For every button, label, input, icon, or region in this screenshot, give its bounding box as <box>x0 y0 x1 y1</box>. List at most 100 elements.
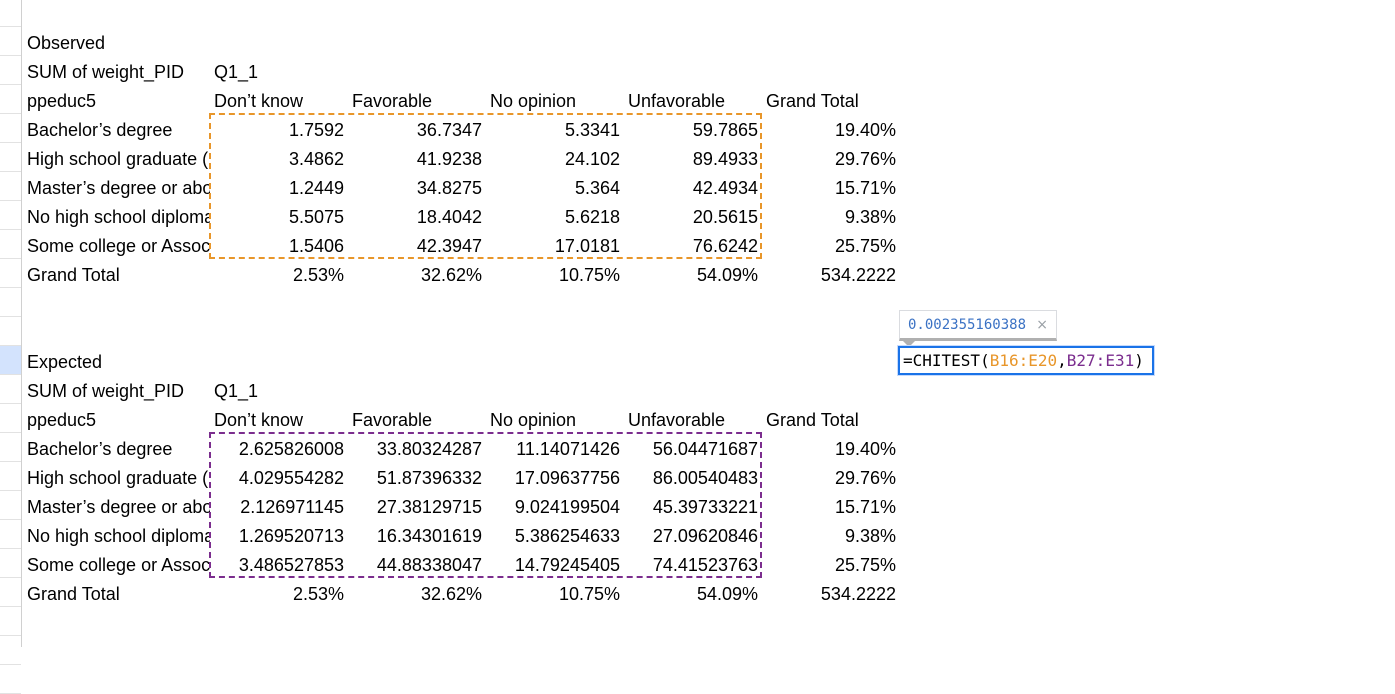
observed-value-cell[interactable]: 34.8275 <box>416 178 482 198</box>
expected-value-cell[interactable]: 2.625826008 <box>238 439 344 459</box>
observed-value-cell[interactable]: 29.76% <box>834 149 896 169</box>
observed-row-label[interactable]: Master’s degree or abo <box>27 178 210 198</box>
expected-row-label[interactable]: Master’s degree or abo <box>27 497 210 517</box>
expected-value-cell[interactable]: 9.024199504 <box>514 497 620 517</box>
observed-value-cell[interactable]: 25.75% <box>834 236 896 256</box>
expected-value-cell[interactable]: 14.79245405 <box>514 555 620 575</box>
observed-value-cell[interactable]: 76.6242 <box>692 236 758 256</box>
expected-column-header[interactable]: Grand Total <box>766 410 859 430</box>
expected-column-header[interactable]: ppeduc5 <box>27 410 97 430</box>
expected-value-cell[interactable]: 2.126971145 <box>240 497 344 517</box>
observed-value-cell[interactable]: 59.7865 <box>692 120 758 140</box>
row-header[interactable] <box>0 143 21 172</box>
expected-column-header[interactable]: Don’t know <box>214 410 304 430</box>
observed-column-header[interactable]: Unfavorable <box>628 91 726 111</box>
row-header[interactable] <box>0 404 21 433</box>
close-icon[interactable]: × <box>1036 317 1048 333</box>
row-header[interactable] <box>0 259 21 288</box>
observed-value-cell[interactable]: 24.102 <box>564 149 620 169</box>
expected-value-cell[interactable]: 19.40% <box>834 439 896 459</box>
observed-value-cell[interactable]: 5.5075 <box>288 207 344 227</box>
expected-value-cell[interactable]: 86.00540483 <box>652 468 758 488</box>
row-header[interactable] <box>0 375 21 404</box>
observed-pivot-column-field[interactable]: Q1_1 <box>214 62 259 82</box>
expected-value-cell[interactable]: 17.09637756 <box>514 468 620 488</box>
expected-column-header[interactable]: Unfavorable <box>628 410 726 430</box>
observed-grand-total-cell[interactable]: 2.53% <box>292 265 344 285</box>
expected-pivot-column-field[interactable]: Q1_1 <box>214 381 259 401</box>
observed-value-cell[interactable]: 5.3341 <box>564 120 620 140</box>
expected-value-cell[interactable]: 11.14071426 <box>516 439 620 459</box>
expected-value-cell[interactable]: 9.38% <box>844 526 896 546</box>
observed-grand-total-cell[interactable]: 32.62% <box>420 265 482 285</box>
observed-row-label[interactable]: Some college or Assoc <box>27 236 210 256</box>
observed-value-cell[interactable]: 41.9238 <box>416 149 482 169</box>
observed-value-cell[interactable]: 42.3947 <box>416 236 482 256</box>
observed-row-label[interactable]: Bachelor’s degree <box>27 120 173 140</box>
expected-row-label[interactable]: No high school diploma <box>27 526 210 546</box>
observed-value-cell[interactable]: 15.71% <box>834 178 896 198</box>
expected-section-label[interactable]: Expected <box>27 352 103 372</box>
row-header[interactable] <box>0 27 21 56</box>
row-header[interactable] <box>0 636 21 665</box>
observed-grand-total-cell[interactable]: Grand Total <box>27 265 120 285</box>
row-header[interactable] <box>0 549 21 578</box>
row-header[interactable] <box>0 433 21 462</box>
expected-value-cell[interactable]: 15.71% <box>834 497 896 517</box>
row-header[interactable] <box>0 578 21 607</box>
row-header[interactable] <box>0 607 21 636</box>
expected-row-label[interactable]: Some college or Assoc <box>27 555 210 575</box>
expected-row-label[interactable]: Bachelor’s degree <box>27 439 173 459</box>
row-header[interactable] <box>0 0 21 27</box>
expected-column-header[interactable]: No opinion <box>490 410 577 430</box>
row-header[interactable] <box>0 491 21 520</box>
expected-value-cell[interactable]: 44.88338047 <box>376 555 482 575</box>
expected-grand-total-cell[interactable]: 534.2222 <box>820 584 896 604</box>
row-header[interactable] <box>0 665 21 694</box>
expected-column-header[interactable]: Favorable <box>352 410 433 430</box>
expected-pivot-value-label[interactable]: SUM of weight_PID <box>27 381 185 401</box>
expected-value-cell[interactable]: 4.029554282 <box>238 468 344 488</box>
expected-value-cell[interactable]: 45.39733221 <box>652 497 758 517</box>
observed-value-cell[interactable]: 19.40% <box>834 120 896 140</box>
observed-value-cell[interactable]: 5.364 <box>574 178 620 198</box>
observed-value-cell[interactable]: 20.5615 <box>692 207 758 227</box>
observed-value-cell[interactable]: 3.4862 <box>288 149 344 169</box>
observed-value-cell[interactable]: 9.38% <box>844 207 896 227</box>
observed-column-header[interactable]: Favorable <box>352 91 433 111</box>
row-header[interactable] <box>0 462 21 491</box>
observed-value-cell[interactable]: 89.4933 <box>692 149 758 169</box>
observed-value-cell[interactable]: 18.4042 <box>416 207 482 227</box>
observed-value-cell[interactable]: 1.7592 <box>288 120 344 140</box>
expected-value-cell[interactable]: 25.75% <box>834 555 896 575</box>
expected-value-cell[interactable]: 1.269520713 <box>238 526 344 546</box>
row-header[interactable] <box>0 288 21 317</box>
observed-value-cell[interactable]: 36.7347 <box>416 120 482 140</box>
expected-value-cell[interactable]: 56.04471687 <box>652 439 758 459</box>
row-header[interactable] <box>0 56 21 85</box>
expected-grand-total-cell[interactable]: Grand Total <box>27 584 120 604</box>
expected-row-label[interactable]: High school graduate ( <box>27 468 209 488</box>
expected-grand-total-cell[interactable]: 32.62% <box>420 584 482 604</box>
expected-value-cell[interactable]: 27.38129715 <box>376 497 482 517</box>
observed-grand-total-cell[interactable]: 54.09% <box>696 265 758 285</box>
row-header[interactable] <box>0 230 21 259</box>
expected-value-cell[interactable]: 5.386254633 <box>514 526 620 546</box>
observed-column-header[interactable]: No opinion <box>490 91 577 111</box>
expected-value-cell[interactable]: 16.34301619 <box>376 526 482 546</box>
row-header[interactable] <box>0 346 21 375</box>
observed-value-cell[interactable]: 5.6218 <box>564 207 620 227</box>
observed-grand-total-cell[interactable]: 534.2222 <box>820 265 896 285</box>
observed-section-label[interactable]: Observed <box>27 33 106 53</box>
observed-value-cell[interactable]: 17.0181 <box>554 236 620 256</box>
expected-grand-total-cell[interactable]: 2.53% <box>292 584 344 604</box>
expected-value-cell[interactable]: 3.486527853 <box>238 555 344 575</box>
expected-grand-total-cell[interactable]: 54.09% <box>696 584 758 604</box>
row-header[interactable] <box>0 520 21 549</box>
observed-column-header[interactable]: Grand Total <box>766 91 859 111</box>
formula-range-2[interactable]: B27:E31 <box>1066 351 1135 370</box>
expected-value-cell[interactable]: 51.87396332 <box>376 468 482 488</box>
formula-range-1[interactable]: B16:E20 <box>989 351 1058 370</box>
observed-value-cell[interactable]: 42.4934 <box>692 178 758 198</box>
observed-row-label[interactable]: High school graduate ( <box>27 149 209 169</box>
